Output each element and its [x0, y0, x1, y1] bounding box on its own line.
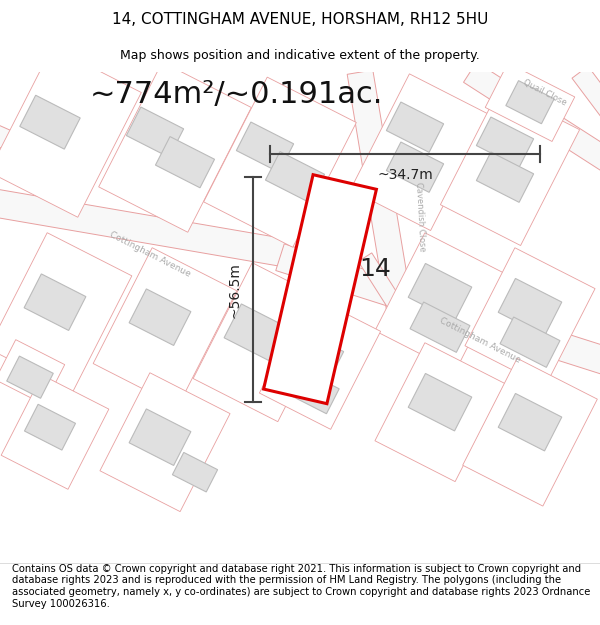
- Polygon shape: [129, 289, 191, 346]
- Polygon shape: [408, 374, 472, 431]
- Polygon shape: [358, 253, 407, 316]
- Polygon shape: [0, 123, 84, 181]
- Text: 14, COTTINGHAM AVENUE, HORSHAM, RH12 5HU: 14, COTTINGHAM AVENUE, HORSHAM, RH12 5HU: [112, 12, 488, 28]
- Polygon shape: [498, 279, 562, 336]
- Text: Cavendish Close: Cavendish Close: [413, 182, 427, 253]
- Polygon shape: [350, 74, 490, 231]
- Polygon shape: [224, 304, 286, 361]
- Polygon shape: [203, 77, 356, 248]
- Polygon shape: [193, 262, 337, 422]
- Polygon shape: [25, 404, 76, 450]
- Polygon shape: [100, 372, 230, 512]
- Polygon shape: [20, 95, 80, 149]
- Text: Cottingham Avenue: Cottingham Avenue: [108, 230, 192, 279]
- Polygon shape: [375, 232, 505, 372]
- Polygon shape: [347, 70, 413, 314]
- Polygon shape: [236, 122, 293, 172]
- Polygon shape: [498, 394, 562, 451]
- Polygon shape: [476, 152, 533, 202]
- Polygon shape: [375, 342, 505, 482]
- Polygon shape: [410, 302, 470, 352]
- Polygon shape: [476, 117, 533, 168]
- Polygon shape: [0, 188, 313, 271]
- Text: Quail Close: Quail Close: [522, 78, 568, 107]
- Polygon shape: [408, 264, 472, 321]
- Text: 14: 14: [359, 257, 391, 281]
- Polygon shape: [129, 409, 191, 466]
- Polygon shape: [1, 375, 109, 489]
- Polygon shape: [506, 81, 554, 124]
- Polygon shape: [463, 358, 598, 506]
- Polygon shape: [465, 248, 595, 387]
- Polygon shape: [485, 63, 575, 141]
- Polygon shape: [464, 62, 600, 172]
- Text: ~774m²/~0.191ac.: ~774m²/~0.191ac.: [90, 79, 383, 109]
- Polygon shape: [98, 62, 251, 232]
- Polygon shape: [386, 142, 443, 192]
- Polygon shape: [172, 452, 218, 492]
- Text: Map shows position and indicative extent of the property.: Map shows position and indicative extent…: [120, 49, 480, 62]
- Polygon shape: [93, 248, 237, 407]
- Polygon shape: [386, 102, 443, 152]
- Polygon shape: [127, 107, 184, 158]
- Text: ~34.7m: ~34.7m: [377, 168, 433, 182]
- Polygon shape: [440, 89, 580, 246]
- Polygon shape: [24, 274, 86, 331]
- Polygon shape: [500, 317, 560, 368]
- Polygon shape: [0, 232, 132, 392]
- Polygon shape: [286, 331, 344, 384]
- Polygon shape: [572, 66, 600, 118]
- Polygon shape: [291, 371, 339, 414]
- Text: Cottingham Avenue: Cottingham Avenue: [438, 316, 522, 364]
- Polygon shape: [263, 175, 376, 404]
- Polygon shape: [0, 47, 142, 217]
- Polygon shape: [7, 356, 53, 398]
- Polygon shape: [265, 152, 325, 202]
- Text: ~56.5m: ~56.5m: [227, 262, 241, 318]
- Polygon shape: [155, 137, 215, 188]
- Polygon shape: [259, 295, 380, 429]
- Polygon shape: [0, 339, 65, 405]
- Polygon shape: [276, 244, 600, 376]
- Text: Contains OS data © Crown copyright and database right 2021. This information is : Contains OS data © Crown copyright and d…: [12, 564, 590, 609]
